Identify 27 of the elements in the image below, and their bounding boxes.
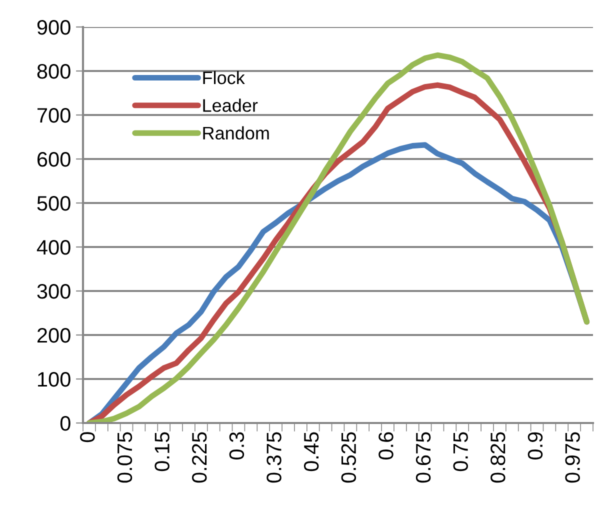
legend-label: Random bbox=[203, 126, 269, 140]
x-tick-label: 0.9 bbox=[528, 432, 543, 460]
x-tick-label: 0.375 bbox=[266, 432, 282, 483]
x-tick-label: 0.525 bbox=[341, 432, 356, 483]
legend-label: Leader bbox=[203, 98, 258, 112]
y-tick-label: 0 bbox=[60, 416, 70, 431]
x-tick-label: 0.75 bbox=[453, 432, 468, 472]
y-tick-label: 800 bbox=[37, 64, 70, 79]
x-tick-label: 0.675 bbox=[416, 432, 431, 483]
legend-label: Flock bbox=[203, 70, 245, 84]
y-tick-label: 500 bbox=[37, 196, 70, 211]
x-tick-label: 0.075 bbox=[117, 432, 132, 483]
x-tick-label: 0.3 bbox=[229, 432, 244, 460]
x-tick-label: 0.6 bbox=[378, 432, 394, 460]
x-tick-label: 0 bbox=[80, 432, 95, 442]
y-tick-label: 900 bbox=[37, 20, 70, 35]
x-tick-label: 0.825 bbox=[490, 432, 506, 483]
x-tick-label: 0.975 bbox=[565, 432, 580, 483]
x-tick-label: 0.225 bbox=[192, 432, 207, 483]
y-tick-label: 200 bbox=[37, 328, 70, 343]
y-tick-label: 600 bbox=[37, 152, 70, 167]
x-tick-label: 0.15 bbox=[154, 432, 170, 472]
y-tick-label: 100 bbox=[38, 372, 70, 387]
y-tick-label: 400 bbox=[36, 240, 70, 255]
y-tick-label: 700 bbox=[38, 108, 70, 123]
y-tick-label: 300 bbox=[37, 284, 70, 299]
x-tick-label: 0.45 bbox=[304, 432, 319, 472]
